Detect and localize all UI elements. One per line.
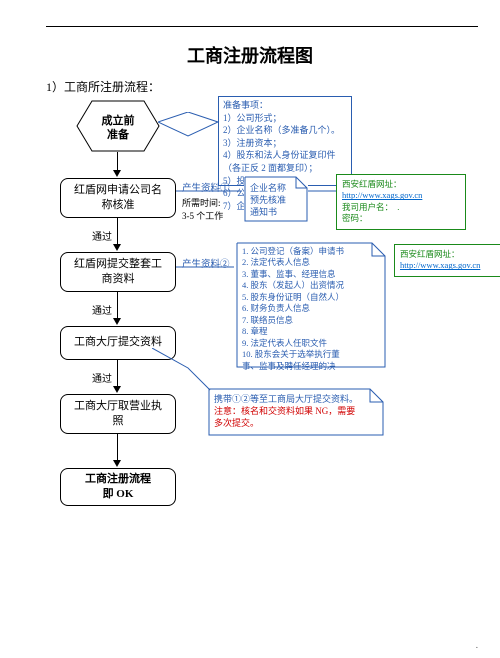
pass-label: 通过: [92, 228, 112, 243]
connector: [152, 348, 212, 392]
arrow: [117, 152, 118, 172]
connector: [176, 266, 234, 268]
node-name-approve-label: 红盾网申请公司名 称核准: [74, 183, 162, 214]
top-rule: [46, 26, 478, 27]
note-docs: 1. 公司登记（备案）申请书 2. 法定代表人信息 3. 董事、监事、经理信息 …: [236, 242, 386, 368]
arrowhead: [113, 386, 121, 393]
arrow: [117, 360, 118, 388]
note-hall: 携带①②等至工商局大厅提交资料。 注意：核名和交资料如果 NG，需要 多次提交。: [208, 388, 384, 436]
note-hall-line1: 携带①②等至工商局大厅提交资料。: [214, 393, 378, 405]
arrow: [117, 434, 118, 462]
arrowhead: [113, 244, 121, 251]
arrow: [117, 218, 118, 246]
node-submit-docs-label: 红盾网提交整套工 商资料: [74, 257, 162, 288]
g1-link[interactable]: http://www.xags.gov.cn: [342, 190, 422, 200]
connector: [176, 190, 242, 192]
greenbox-2: 西安红盾网址： http://www.xags.gov.cn: [394, 244, 500, 277]
note-name-approve: 企业名称 预先核准 通知书: [244, 176, 308, 222]
node-done-label: 工商注册流程 即 OK: [85, 472, 151, 503]
arrowhead: [113, 460, 121, 467]
connector: [308, 190, 336, 192]
node-submit-docs: 红盾网提交整套工 商资料: [60, 252, 176, 292]
g2-link[interactable]: http://www.xags.gov.cn: [400, 260, 480, 270]
note-name-approve-text: 企业名称 预先核准 通知书: [244, 176, 308, 218]
node-hall-license: 工商大厅取营业执 照: [60, 394, 176, 434]
node-hall-license-label: 工商大厅取营业执 照: [74, 399, 162, 430]
connector: [158, 112, 220, 142]
node-hall-submit-label: 工商大厅提交资料: [74, 335, 162, 350]
g2-line1: 西安红盾网址：: [400, 249, 496, 260]
note-hall-line2: 注意：核名和交资料如果 NG，需要 多次提交。: [214, 405, 378, 429]
node-prep: 成立前 准备: [76, 100, 160, 152]
greenbox-1: 西安红盾网址： http://www.xags.gov.cn 我司用户名： . …: [336, 174, 466, 230]
pass-label: 通过: [92, 302, 112, 317]
side1b-label: 所需时间: 3-5 个工作: [182, 196, 223, 222]
arrowhead: [113, 170, 121, 177]
section-heading: 1）工商所注册流程：: [46, 78, 160, 95]
g1-line3: 我司用户名： . 密码：: [342, 202, 460, 225]
pass-label: 通过: [92, 370, 112, 385]
note-docs-text: 1. 公司登记（备案）申请书 2. 法定代表人信息 3. 董事、监事、经理信息 …: [236, 242, 386, 372]
arrow: [117, 292, 118, 320]
page-footer-dot: .: [476, 640, 478, 650]
page-title: 工商注册流程图: [0, 42, 500, 68]
node-done: 工商注册流程 即 OK: [60, 468, 176, 506]
node-name-approve: 红盾网申请公司名 称核准: [60, 178, 176, 218]
g1-line1: 西安红盾网址：: [342, 179, 460, 190]
node-prep-label: 成立前 准备: [76, 100, 160, 143]
arrowhead: [113, 318, 121, 325]
